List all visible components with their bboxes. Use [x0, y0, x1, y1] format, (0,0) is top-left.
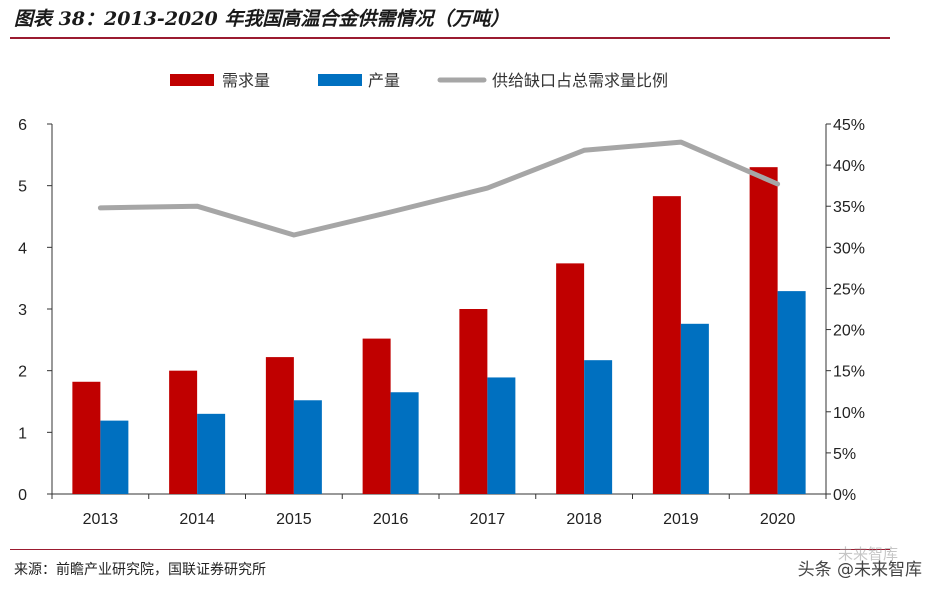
supply-bar [100, 420, 129, 494]
x-tick-label: 2018 [566, 511, 602, 528]
y-tick-label-right: 25% [833, 281, 865, 298]
y-tick-label-right: 45% [833, 117, 865, 134]
ratio-point [777, 183, 779, 185]
legend-label-supply: 产量 [368, 71, 400, 90]
supply-bar [293, 400, 322, 494]
y-tick-label-left: 5 [18, 179, 27, 196]
y-tick-label-right: 20% [833, 323, 865, 340]
ratio-point [680, 141, 682, 143]
y-tick-label-left: 3 [18, 302, 27, 319]
legend-swatch-supply [318, 74, 362, 86]
x-tick-label: 2017 [470, 511, 506, 528]
supply-bar [680, 323, 709, 494]
supply-bar [390, 392, 419, 494]
title-divider [10, 37, 890, 39]
ratio-point [196, 205, 198, 207]
y-tick-label-right: 30% [833, 240, 865, 257]
supply-bar [777, 291, 806, 494]
legend: 需求量 产量 供给缺口占总需求量比例 [170, 71, 668, 90]
x-tick-label: 2013 [83, 511, 119, 528]
chart: 需求量 产量 供给缺口占总需求量比例 0 1 2 3 4 5 6 0% 5% 10% 15% 20% 25%… [18, 71, 865, 528]
ratio-point [293, 234, 295, 236]
bars [72, 167, 806, 494]
ratio-point [486, 187, 488, 189]
ratio-point [390, 211, 392, 213]
legend-label-demand: 需求量 [222, 71, 270, 90]
demand-bar [362, 338, 391, 494]
demand-bar [265, 357, 294, 494]
ratio-line [97, 139, 781, 238]
y-tick-label-left: 6 [18, 117, 27, 134]
y-tick-label-left: 1 [18, 425, 27, 442]
y-tick-label-right: 35% [833, 199, 865, 216]
ratio-point [99, 207, 101, 209]
x-tick-label: 2014 [179, 511, 215, 528]
x-tick-label: 2015 [276, 511, 312, 528]
demand-bar [459, 309, 488, 494]
supply-bar [487, 377, 516, 494]
y-tick-label-left: 4 [18, 240, 27, 257]
footer-divider [10, 549, 890, 550]
supply-bar [197, 413, 226, 494]
y-tick-label-right: 10% [833, 405, 865, 422]
axes: 0 1 2 3 4 5 6 0% 5% 10% 15% 20% 25% 30% 35% 40% 45% 2013 2… [18, 117, 865, 528]
chart-title: 图表 38：2013-2020 年我国高温合金供需情况（万吨） [14, 8, 510, 30]
y-tick-label-left: 0 [18, 487, 27, 504]
demand-bar [749, 167, 778, 494]
source-note: 来源：前瞻产业研究院，国联证券研究所 [14, 562, 266, 578]
watermark: 头条 @未来智库 [797, 560, 922, 580]
x-tick-label: 2019 [663, 511, 699, 528]
y-tick-label-left: 2 [18, 364, 27, 381]
supply-bar [584, 360, 613, 494]
y-tick-label-right: 0% [833, 487, 856, 504]
watermark-faint: 未来智库 [837, 545, 898, 563]
demand-bar [169, 370, 198, 494]
y-tick-label-right: 15% [833, 364, 865, 381]
x-tick-label: 2016 [373, 511, 409, 528]
demand-bar [652, 196, 681, 494]
legend-label-ratio: 供给缺口占总需求量比例 [492, 71, 668, 90]
demand-bar [556, 263, 585, 494]
ratio-point [583, 149, 585, 151]
legend-swatch-demand [170, 74, 214, 86]
y-tick-label-right: 40% [833, 158, 865, 175]
x-tick-label: 2020 [760, 511, 796, 528]
y-tick-label-right: 5% [833, 446, 856, 463]
demand-bar [72, 381, 101, 494]
ratio-line-path [97, 139, 781, 238]
